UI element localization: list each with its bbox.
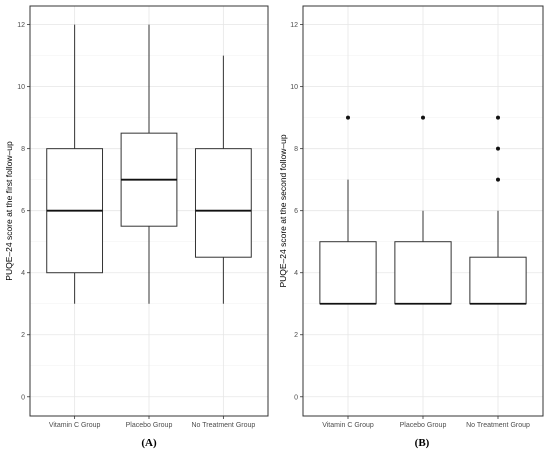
x-tick-label: Vitamin C Group	[322, 422, 374, 429]
y-tick-label: 2	[294, 332, 298, 339]
panel-label: (A)	[141, 437, 157, 449]
panel-label: (B)	[415, 437, 430, 449]
x-tick-label: No Treatment Group	[191, 422, 255, 429]
box-1	[46, 24, 104, 304]
y-tick-label: 4	[21, 270, 25, 277]
outlier-point	[421, 115, 425, 120]
y-tick-label: 10	[290, 84, 298, 91]
x-tick-label: Placebo Group	[400, 422, 447, 429]
y-tick-label: 6	[21, 208, 25, 215]
x-tick-label: Vitamin C Group	[49, 422, 101, 429]
panel-a: 0 2 4 6 8 10 12 Vitamin C Group Placebo Group No …	[4, 5, 269, 449]
y-tick-label: 0	[294, 394, 298, 401]
y-tick-label: 6	[294, 208, 298, 215]
outlier-point	[346, 115, 350, 120]
x-tick-label: No Treatment Group	[466, 422, 530, 429]
y-tick-label: 0	[21, 394, 25, 401]
outlier-point	[496, 146, 500, 151]
box-iqr	[194, 148, 252, 258]
box-2	[394, 115, 452, 305]
panel-b: 0 2 4 6 8 10 12 Vitamin C Group Placebo Group No …	[278, 5, 544, 449]
outlier-point	[496, 177, 500, 182]
box-3	[469, 115, 527, 305]
box-iqr	[394, 241, 452, 305]
y-tick-label: 10	[17, 84, 25, 91]
box-1	[319, 115, 377, 305]
x-tick-label: Placebo Group	[126, 422, 173, 429]
box-2	[120, 24, 178, 304]
y-axis-title: PUQE–24 score at the first follow–up	[4, 141, 14, 281]
y-tick-label: 12	[290, 22, 298, 29]
y-tick-label: 12	[17, 22, 25, 29]
y-tick-label: 4	[294, 270, 298, 277]
y-tick-label: 2	[21, 332, 25, 339]
box-iqr	[319, 241, 377, 305]
box-3	[194, 55, 252, 304]
box-iqr	[469, 256, 527, 305]
outlier-point	[496, 115, 500, 120]
y-tick-label: 8	[294, 146, 298, 153]
y-tick-label: 8	[21, 146, 25, 153]
y-axis-title: PUQE–24 score at the second follow–up	[278, 134, 288, 287]
